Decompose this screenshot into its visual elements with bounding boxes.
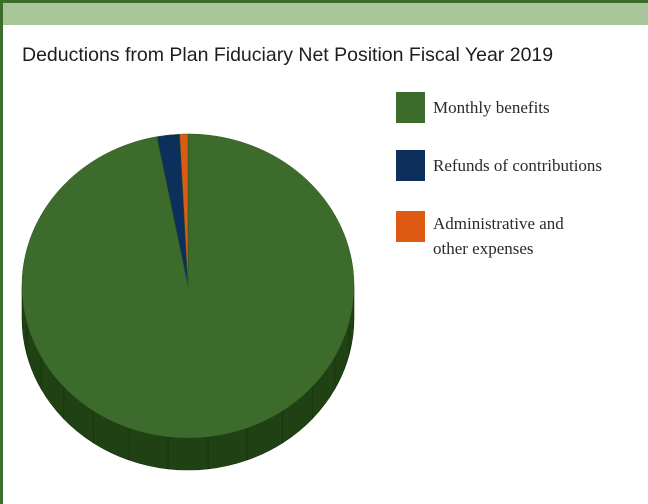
legend-label-monthly-benefits: Monthly benefits xyxy=(433,98,550,117)
legend-swatch-administrative xyxy=(396,211,425,242)
legend-label-refunds: Refunds of contributions xyxy=(433,156,603,175)
pie-slice-administrative xyxy=(179,133,189,287)
header-band xyxy=(3,3,648,25)
legend-label-administrative: Administrative and other expenses xyxy=(433,214,564,258)
pie-side-monthly-benefits xyxy=(167,436,209,471)
legend-item-administrative: Administrative and other expenses xyxy=(396,211,564,261)
chart-title: Deductions from Plan Fiduciary Net Posit… xyxy=(22,44,554,66)
legend-swatch-monthly-benefits xyxy=(396,92,425,123)
legend-swatch-refunds xyxy=(396,150,425,181)
legend-item-refunds: Refunds of contributions xyxy=(396,150,602,181)
legend-item-monthly-benefits: Monthly benefits xyxy=(396,92,550,123)
